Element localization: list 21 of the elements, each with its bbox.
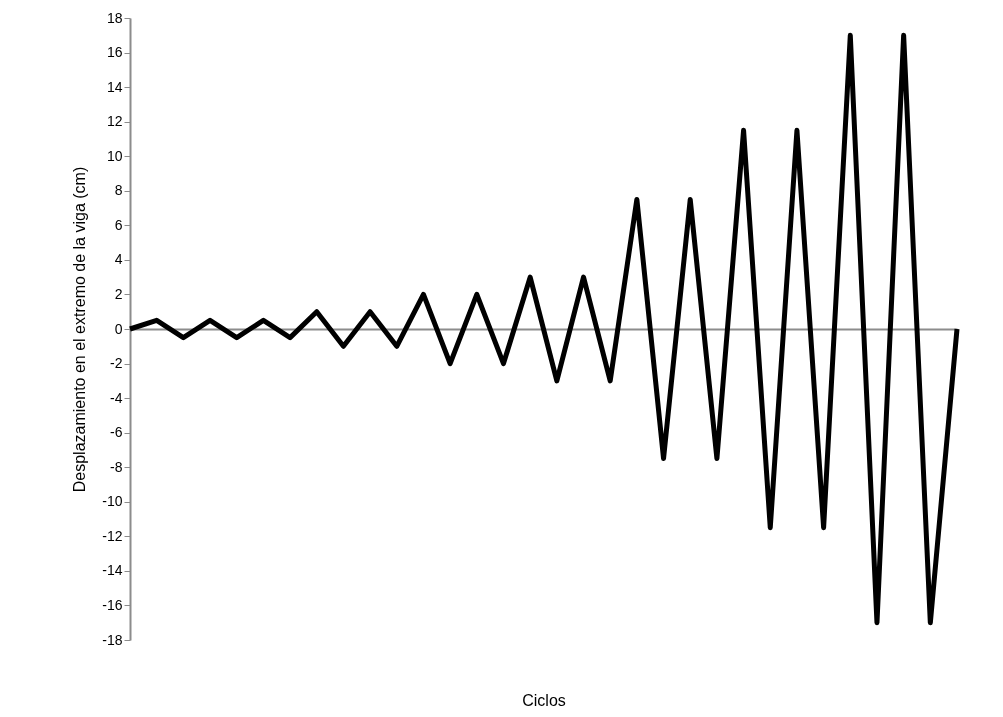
y-tick-label: 12 bbox=[106, 113, 123, 130]
y-tick-label: -4 bbox=[110, 389, 123, 406]
x-axis-title: Ciclos bbox=[522, 691, 566, 709]
y-tick-label: 4 bbox=[114, 251, 123, 268]
y-tick-label: -14 bbox=[102, 562, 123, 579]
y-tick-label: 6 bbox=[114, 216, 123, 233]
y-tick-label: 0 bbox=[114, 320, 123, 337]
y-tick-label: 16 bbox=[106, 44, 123, 61]
y-tick-label: -6 bbox=[110, 424, 123, 441]
y-tick-label: 14 bbox=[106, 78, 123, 95]
y-tick-label: -2 bbox=[110, 355, 123, 372]
y-axis-title: Desplazamiento en el extremo de la viga (cm) bbox=[71, 166, 89, 493]
y-tick-label: 10 bbox=[106, 147, 123, 164]
y-tick-label: -18 bbox=[102, 631, 123, 648]
y-tick-label: -16 bbox=[102, 596, 123, 613]
y-tick-label: -8 bbox=[110, 458, 123, 475]
y-tick-label: 8 bbox=[114, 182, 123, 199]
y-tick-label: -10 bbox=[102, 493, 123, 510]
y-tick-label: 2 bbox=[114, 285, 123, 302]
y-tick-label: -12 bbox=[102, 527, 123, 544]
y-tick-label: 18 bbox=[106, 9, 123, 26]
